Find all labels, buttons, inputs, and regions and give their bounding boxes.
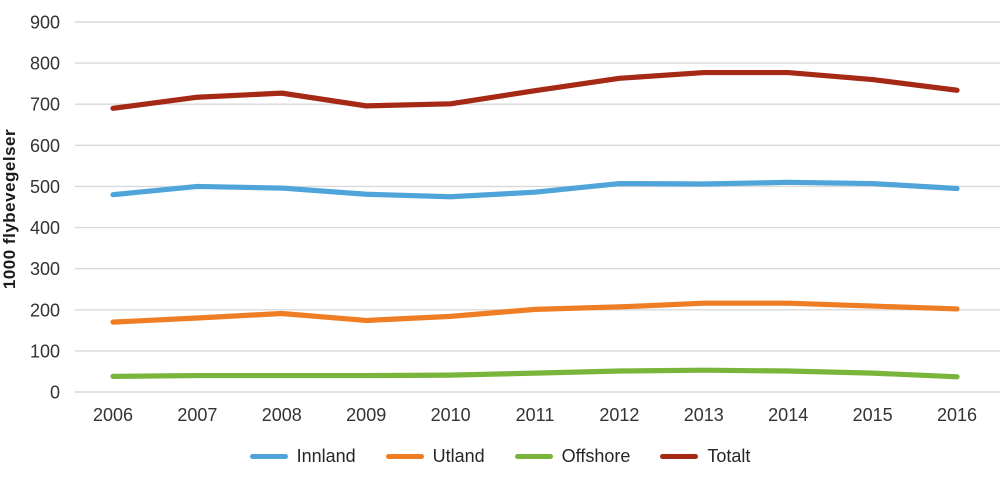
legend-label-totalt: Totalt: [707, 446, 751, 466]
y-tick-label: 0: [50, 383, 60, 403]
x-tick-label: 2011: [516, 405, 555, 425]
x-tick-label: 2013: [684, 405, 724, 425]
legend-item-totalt: Totalt: [660, 446, 750, 467]
y-tick-label: 700: [30, 95, 60, 115]
legend-label-utland: Utland: [432, 446, 485, 466]
x-tick-label: 2014: [768, 405, 808, 425]
legend-swatch-utland: [385, 454, 424, 459]
legend-label-offshore: Offshore: [561, 446, 631, 466]
legend-swatch-totalt: [660, 454, 699, 459]
y-tick-label: 400: [30, 218, 60, 238]
legend-swatch-offshore: [514, 454, 553, 459]
x-tick-label: 2007: [177, 405, 217, 425]
legend-swatch-innland: [249, 454, 288, 459]
series-line-utland: [110, 300, 960, 325]
x-tick-label: 2010: [431, 405, 471, 425]
y-tick-label: 800: [30, 54, 60, 74]
y-tick-label: 600: [30, 136, 60, 156]
y-tick-label: 100: [30, 341, 60, 361]
y-tick-label: 500: [30, 177, 60, 197]
legend-item-innland: Innland: [249, 446, 356, 467]
series-line-innland: [110, 179, 960, 200]
x-tick-label: 2009: [346, 405, 386, 425]
series-line-totalt: [110, 69, 960, 111]
legend-item-offshore: Offshore: [514, 446, 631, 467]
y-tick-label: 900: [30, 13, 60, 33]
x-tick-label: 2012: [599, 405, 639, 425]
x-tick-label: 2006: [93, 405, 133, 425]
x-tick-label: 2016: [937, 405, 977, 425]
x-tick-label: 2008: [262, 405, 302, 425]
series-line-offshore: [110, 367, 960, 380]
legend-label-innland: Innland: [296, 446, 356, 466]
y-tick-label: 200: [30, 300, 60, 320]
legend: Innland Utland Offshore Totalt: [0, 446, 1000, 467]
x-tick-label: 2015: [853, 405, 893, 425]
plot-area: 0 100 200 300 400 500 600 700 800 900 2006 2007 2008…: [30, 13, 1000, 425]
y-tick-label: 300: [30, 259, 60, 279]
legend-item-utland: Utland: [385, 446, 485, 467]
